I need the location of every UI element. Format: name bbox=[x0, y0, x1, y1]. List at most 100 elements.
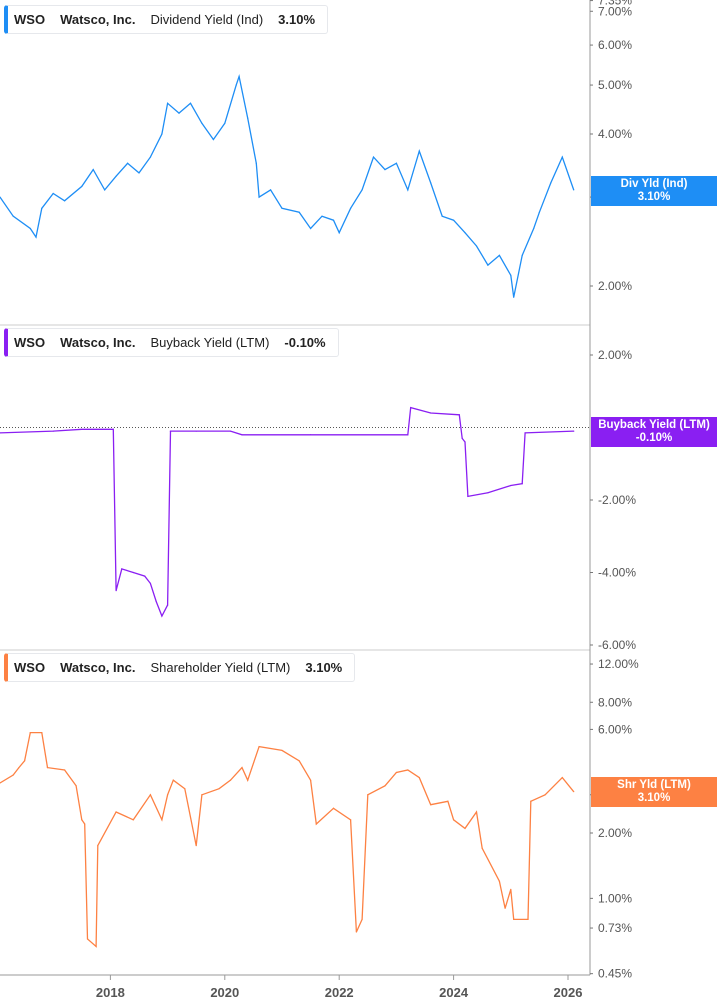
data-point bbox=[112, 428, 114, 430]
data-point bbox=[247, 117, 249, 119]
data-point bbox=[467, 495, 469, 497]
y-tick-label: 1.00% bbox=[598, 891, 632, 905]
data-point bbox=[452, 819, 455, 821]
data-point bbox=[350, 819, 352, 821]
data-point bbox=[41, 731, 43, 734]
data-point bbox=[161, 133, 163, 135]
legend-metric: Shareholder Yield (LTM) bbox=[150, 660, 291, 675]
legend-company: Watsco, Inc. bbox=[60, 335, 136, 350]
series-line bbox=[0, 406, 574, 618]
data-point bbox=[0, 432, 1, 434]
data-point bbox=[530, 800, 532, 802]
data-point bbox=[384, 169, 386, 171]
data-point bbox=[229, 779, 232, 781]
data-point bbox=[46, 767, 49, 769]
data-point bbox=[201, 122, 203, 124]
data-point bbox=[23, 760, 26, 762]
y-tick-label: 6.00% bbox=[598, 38, 632, 52]
legend-ticker: WSO bbox=[14, 12, 46, 27]
data-point bbox=[132, 571, 134, 574]
data-point bbox=[298, 760, 300, 762]
data-point bbox=[184, 788, 186, 790]
last-value-tag-dividend: Div Yld (Ind) 3.10% bbox=[591, 176, 717, 206]
legend-value: 3.10% bbox=[278, 12, 316, 27]
data-point bbox=[29, 227, 31, 230]
data-point bbox=[241, 434, 243, 436]
data-point bbox=[195, 430, 197, 432]
data-point bbox=[126, 162, 129, 164]
legend-company: Watsco, Inc. bbox=[60, 12, 136, 27]
y-tick-label: 7.00% bbox=[598, 4, 632, 18]
data-point bbox=[92, 169, 94, 171]
data-point bbox=[104, 189, 106, 191]
data-point bbox=[258, 745, 260, 748]
legend-metric: Dividend Yield (Ind) bbox=[150, 12, 264, 27]
data-point bbox=[161, 615, 163, 617]
data-point bbox=[513, 918, 515, 921]
data-point bbox=[481, 847, 483, 849]
data-point bbox=[224, 122, 226, 124]
data-point bbox=[0, 196, 1, 198]
data-point bbox=[172, 779, 174, 781]
data-point bbox=[12, 215, 14, 217]
legend-company: Watsco, Inc. bbox=[60, 660, 136, 675]
data-point bbox=[241, 767, 243, 769]
y-tick-label: 0.73% bbox=[598, 921, 632, 935]
data-point bbox=[309, 779, 312, 781]
data-point bbox=[464, 827, 466, 829]
y-tick-label: -4.00% bbox=[598, 566, 636, 580]
data-point bbox=[407, 434, 409, 436]
data-point bbox=[149, 794, 152, 796]
data-point bbox=[521, 483, 523, 485]
y-tick-label: 4.00% bbox=[598, 127, 632, 141]
data-point bbox=[166, 794, 169, 796]
data-point bbox=[166, 102, 169, 104]
data-point bbox=[498, 880, 500, 882]
data-point bbox=[315, 823, 317, 825]
legend-shareholder-yield: WSO Watsco, Inc. Shareholder Yield (LTM)… bbox=[4, 653, 356, 682]
data-point bbox=[430, 804, 432, 806]
data-point bbox=[281, 207, 283, 209]
data-point bbox=[238, 75, 240, 78]
data-point bbox=[212, 138, 214, 141]
data-point bbox=[229, 430, 232, 432]
data-point bbox=[441, 215, 443, 217]
data-point bbox=[475, 245, 478, 247]
data-point bbox=[35, 236, 37, 238]
y-tick-label: -6.00% bbox=[598, 638, 636, 652]
data-point bbox=[161, 819, 163, 821]
data-point bbox=[561, 156, 563, 158]
data-point bbox=[372, 156, 375, 158]
data-point bbox=[332, 219, 335, 221]
data-point bbox=[166, 604, 169, 606]
last-value-tag-buyback: Buyback Yield (LTM) -0.10% bbox=[591, 417, 717, 447]
data-point bbox=[550, 182, 552, 184]
data-point bbox=[255, 162, 257, 164]
legend-ticker: WSO bbox=[14, 335, 46, 350]
data-point bbox=[81, 428, 83, 430]
y-tick-label: 0.45% bbox=[598, 967, 632, 981]
data-point bbox=[430, 182, 432, 184]
data-point bbox=[384, 785, 386, 787]
data-point bbox=[395, 162, 397, 164]
series-line bbox=[0, 74, 575, 298]
y-tick-label: 5.00% bbox=[598, 78, 632, 92]
data-point bbox=[573, 791, 575, 793]
data-point bbox=[487, 492, 489, 494]
data-point bbox=[138, 172, 140, 174]
x-tick-label: 2022 bbox=[325, 985, 354, 1000]
data-point bbox=[52, 192, 54, 195]
data-point bbox=[447, 800, 449, 802]
data-point bbox=[538, 211, 540, 213]
data-point bbox=[258, 196, 260, 198]
data-point bbox=[350, 207, 352, 209]
data-point bbox=[510, 484, 512, 487]
data-point bbox=[95, 945, 97, 948]
data-point bbox=[64, 769, 66, 771]
data-point bbox=[544, 794, 546, 796]
y-tick-label: 12.00% bbox=[598, 657, 639, 671]
data-point bbox=[521, 254, 523, 256]
data-point bbox=[169, 430, 172, 432]
data-point bbox=[527, 918, 529, 921]
